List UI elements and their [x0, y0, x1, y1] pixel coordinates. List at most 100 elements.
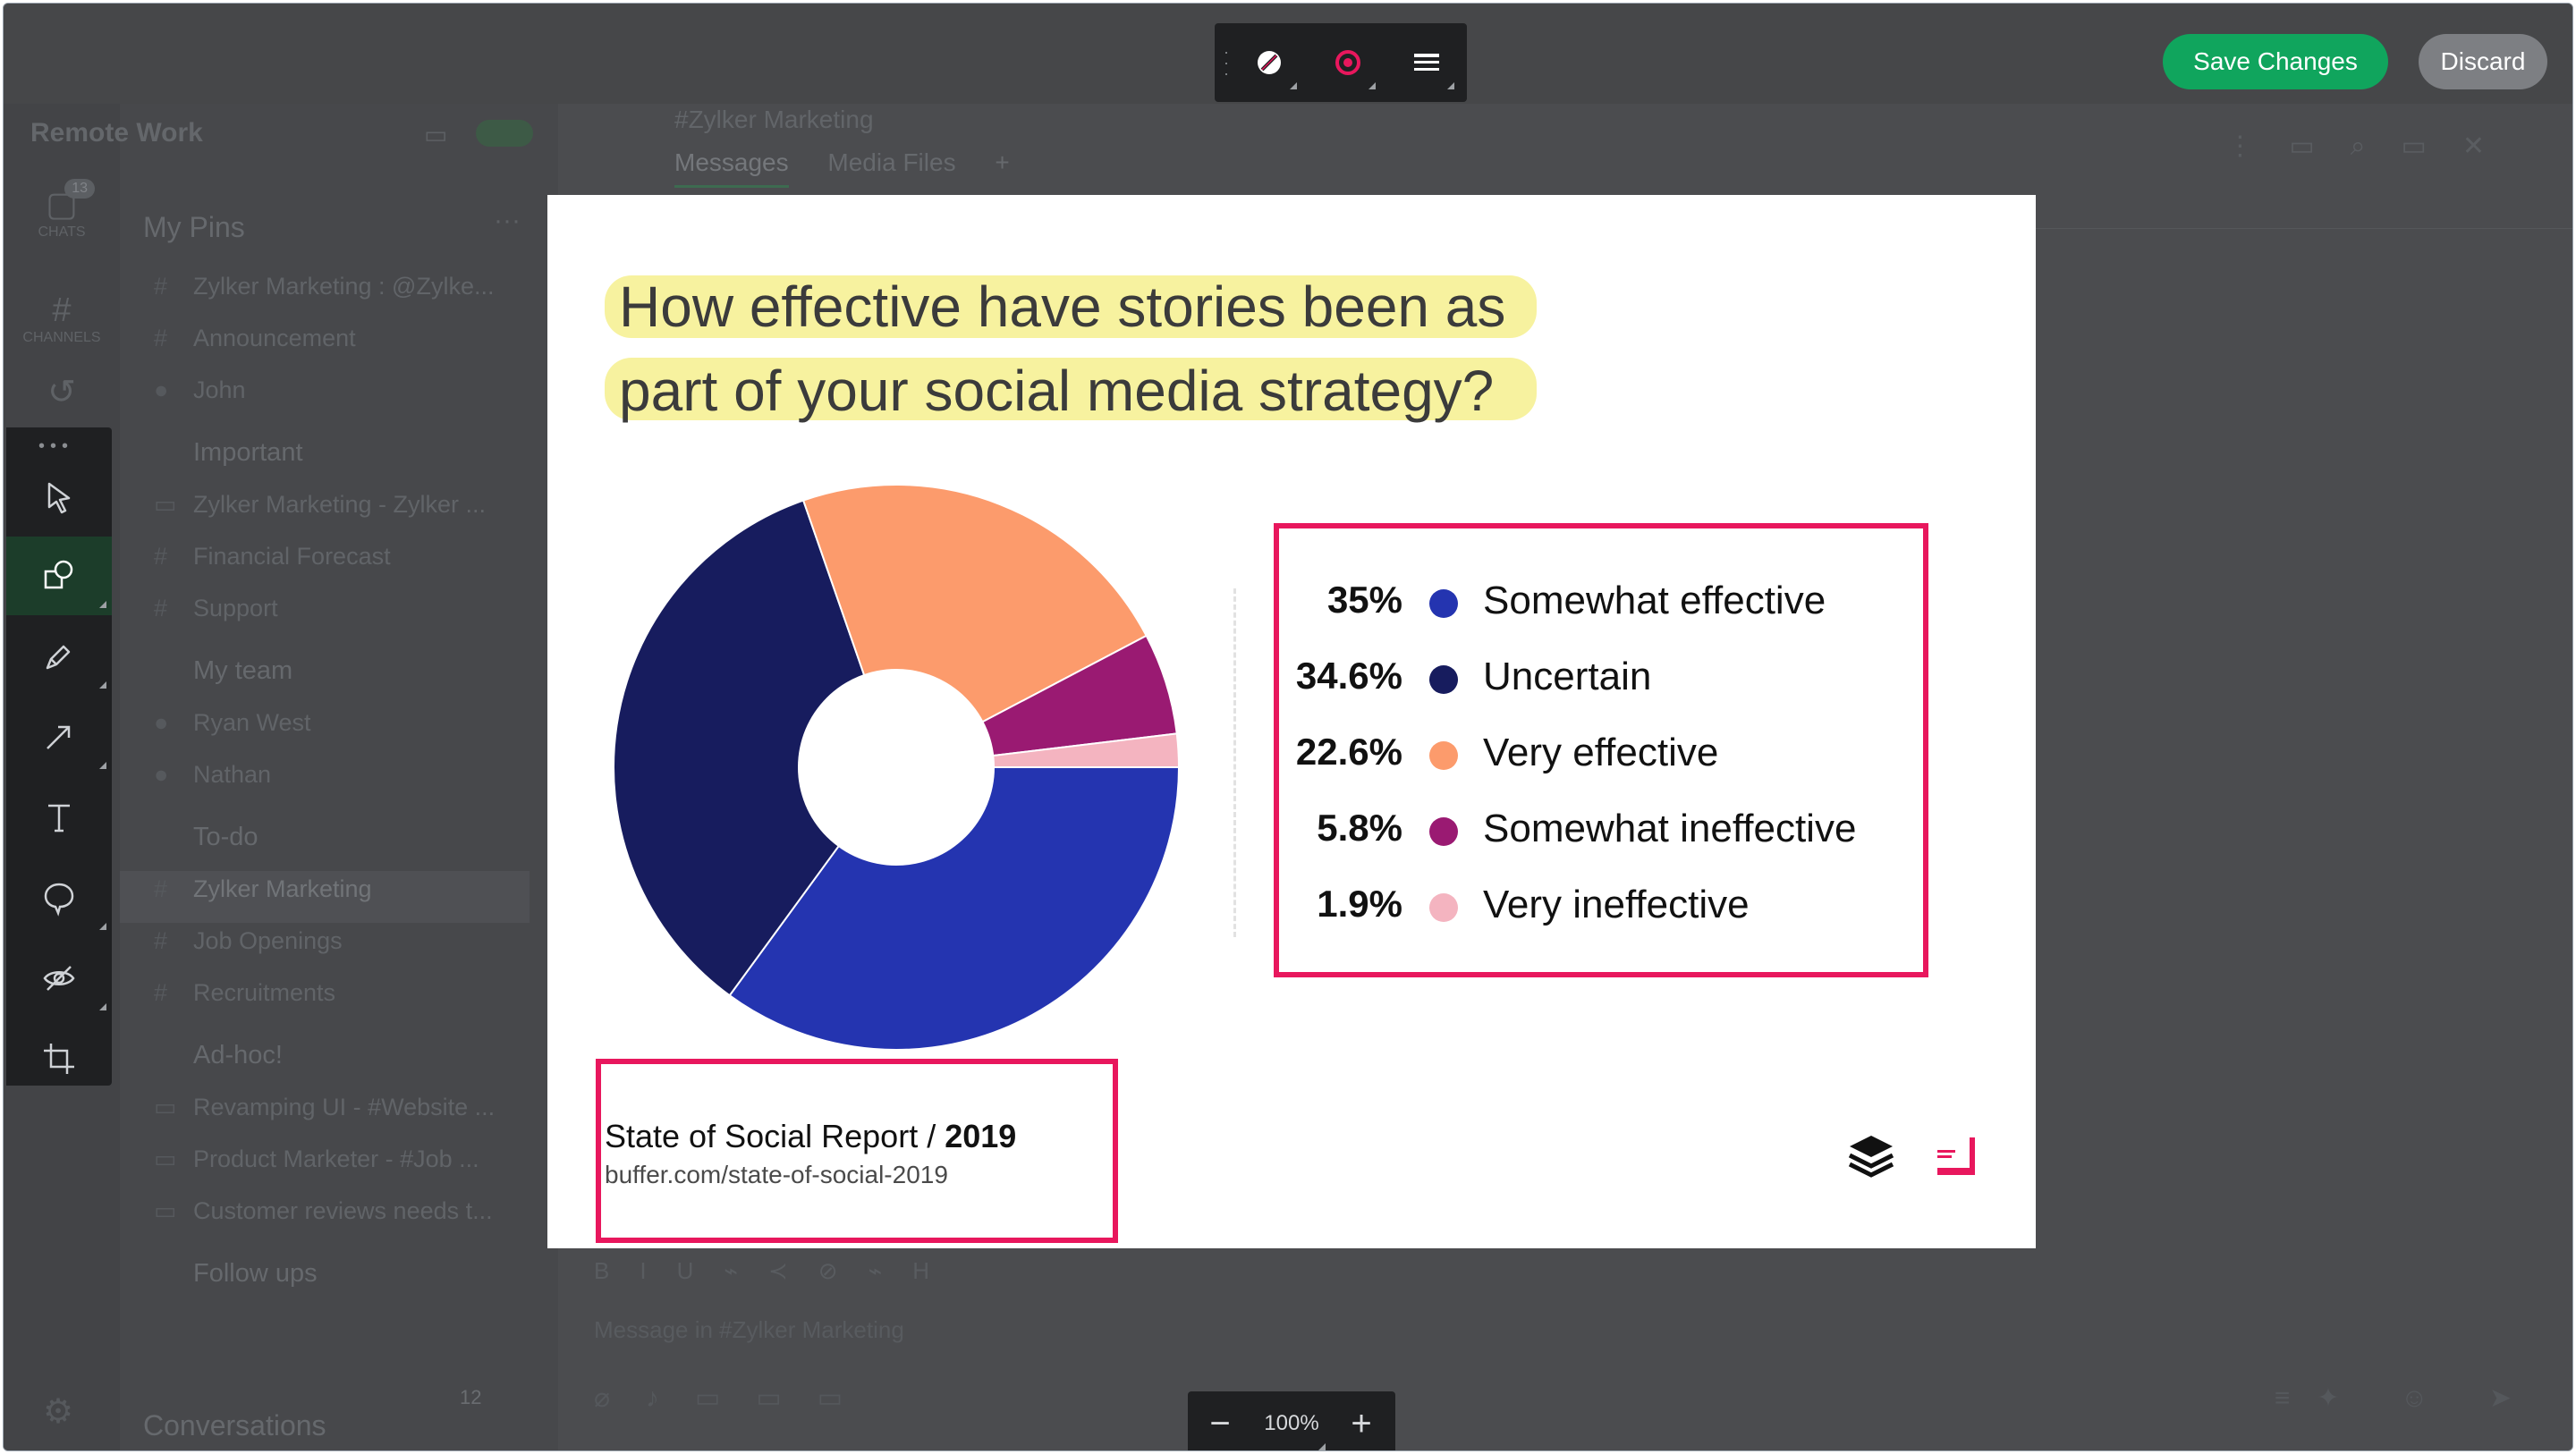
- channel-icon: #: [154, 325, 168, 351]
- zoom-level[interactable]: 100%: [1264, 1411, 1319, 1435]
- sidebar-item-label: Job Openings: [193, 927, 343, 954]
- tab-add[interactable]: +: [995, 148, 1010, 176]
- text-icon: [48, 804, 70, 833]
- fill-color-button[interactable]: [1317, 32, 1379, 93]
- crop-tool[interactable]: [6, 1019, 112, 1098]
- legend-label: Uncertain: [1483, 655, 1652, 698]
- sidebar-item-label: Ryan West: [193, 709, 311, 736]
- sidebar-item-label: My team: [193, 656, 293, 685]
- rail-channels[interactable]: # CHANNELS: [21, 292, 102, 346]
- question-line-1: How effective have stories been as: [619, 275, 1506, 339]
- discard-button[interactable]: Discard: [2419, 34, 2547, 89]
- source-highlight-box[interactable]: [596, 1059, 1118, 1243]
- zoom-out-button[interactable]: −: [1209, 1403, 1231, 1443]
- zoom-in-button[interactable]: +: [1351, 1403, 1372, 1443]
- sidebar-item[interactable]: ▭ Customer reviews needs t...: [154, 1193, 530, 1245]
- blur-tool[interactable]: [6, 939, 112, 1018]
- channel-icon: #: [154, 927, 168, 954]
- shape-icon: [44, 560, 73, 589]
- sidebar-item-label: Product Marketer - #Job ...: [193, 1145, 479, 1172]
- legend-item: 5.8% Somewhat ineffective: [1279, 792, 1923, 867]
- pins-title: My Pins: [143, 211, 245, 243]
- sidebar-item[interactable]: # Announcement: [154, 320, 530, 372]
- corner-indicator: [1368, 82, 1376, 89]
- legend-percentage: 5.8%: [1317, 807, 1402, 849]
- sidebar-group[interactable]: Follow ups: [154, 1255, 530, 1307]
- more-icon[interactable]: ···: [494, 206, 521, 235]
- sidebar-item-label: Follow ups: [193, 1259, 318, 1288]
- blur-icon: [43, 966, 75, 991]
- stroke-color-button[interactable]: [1238, 32, 1301, 93]
- legend-percentage: 1.9%: [1317, 883, 1402, 925]
- settings-icon[interactable]: ⚙: [43, 1393, 74, 1431]
- sidebar-group[interactable]: Important: [154, 435, 530, 486]
- zoom-bar: − 100% +: [1188, 1391, 1395, 1450]
- sidebar-item[interactable]: # Financial Forecast: [154, 538, 530, 590]
- workspace-title[interactable]: Remote Work: [30, 118, 203, 148]
- line-weight-button[interactable]: [1395, 32, 1458, 93]
- sidebar-item[interactable]: ● Nathan: [154, 757, 530, 808]
- sidebar-item[interactable]: ▭ Zylker Marketing - Zylker ...: [154, 486, 530, 538]
- drag-handle-icon[interactable]: · · ·: [1224, 43, 1229, 82]
- sidebar-item-label: Zylker Marketing : @Zylke...: [193, 273, 495, 300]
- sidebar-item[interactable]: ▭ Product Marketer - #Job ...: [154, 1141, 530, 1193]
- shape-tool[interactable]: [6, 537, 112, 615]
- fill-color-icon: [1335, 50, 1360, 75]
- history-icon: ↺: [47, 374, 76, 411]
- legend-label: Somewhat ineffective: [1483, 807, 1857, 850]
- sidebar-item[interactable]: # Support: [154, 590, 530, 642]
- legend-swatch: [1429, 817, 1458, 846]
- tab-messages[interactable]: Messages: [674, 148, 789, 188]
- callout-tool[interactable]: [6, 858, 112, 937]
- legend-item: 1.9% Very ineffective: [1279, 868, 1923, 943]
- source-url: buffer.com/state-of-social-2019: [605, 1161, 948, 1188]
- question-line-2: part of your social media strategy?: [619, 359, 1495, 423]
- sidebar-group[interactable]: To-do: [154, 819, 530, 871]
- sidebar-item[interactable]: # Job Openings: [154, 923, 530, 975]
- sidebar-item[interactable]: ● Ryan West: [154, 705, 530, 757]
- sidebar-item-label: Financial Forecast: [193, 543, 391, 570]
- sidebar-item[interactable]: # Zylker Marketing: [120, 871, 530, 923]
- sidebar-item-label: Ad-hoc!: [193, 1041, 283, 1069]
- save-changes-button[interactable]: Save Changes: [2163, 34, 2388, 89]
- channel-title: #Zylker Marketing: [674, 106, 874, 133]
- sidebar-item-label: Zylker Marketing: [193, 875, 372, 902]
- legend-item: 22.6% Very effective: [1279, 716, 1923, 791]
- legend-swatch: [1429, 665, 1458, 694]
- legend-highlight-box[interactable]: 35% Somewhat effective 34.6% Uncertain 22.6%…: [1274, 523, 1928, 977]
- status-toggle[interactable]: [476, 120, 533, 147]
- message-input[interactable]: Message in #Zylker Marketing: [594, 1316, 904, 1343]
- corner-indicator: [1318, 1443, 1326, 1450]
- channel-icon: #: [154, 875, 168, 902]
- sidebar-item-label: Nathan: [193, 761, 272, 788]
- composer-icons: ⌀♪▭▭▭: [594, 1383, 879, 1413]
- sidebar-list: # Zylker Marketing : @Zylke... # Announceme…: [120, 268, 530, 1307]
- compose-icon[interactable]: ▭: [424, 121, 448, 148]
- sidebar-item[interactable]: ▭ Revamping UI - #Website ...: [154, 1089, 530, 1141]
- donut-chart: [613, 484, 1181, 1051]
- sidebar-item[interactable]: # Zylker Marketing : @Zylke...: [154, 268, 530, 320]
- arrow-tool[interactable]: [6, 697, 112, 776]
- text-tool[interactable]: [6, 778, 112, 857]
- pie-slice-somewhat-effective: [728, 766, 1181, 1051]
- annotation-editor: ▢ 13 CHATS # CHANNELS ↺ Remote Work ▭ My…: [3, 3, 2573, 1451]
- select-tool[interactable]: [6, 458, 112, 537]
- channel-icon: ▭: [154, 1094, 177, 1120]
- sidebar-item[interactable]: # Recruitments: [154, 975, 530, 1027]
- tab-media-files[interactable]: Media Files: [827, 148, 956, 176]
- legend-swatch: [1429, 741, 1458, 770]
- sidebar-item[interactable]: ● John: [154, 372, 530, 424]
- callout-icon: [44, 883, 74, 917]
- sidebar-group[interactable]: Ad-hoc!: [154, 1037, 530, 1089]
- annotated-image: How effective have stories been as part …: [547, 195, 2036, 1248]
- corner-indicator: [99, 762, 106, 769]
- legend-percentage: 34.6%: [1295, 655, 1402, 697]
- sidebar-item-label: Support: [193, 595, 278, 621]
- header-icons: ⋮▭⌕▭✕: [2226, 131, 2521, 161]
- drag-handle-icon[interactable]: •••: [38, 436, 74, 456]
- rail-history[interactable]: ↺: [21, 372, 102, 412]
- rail-chats[interactable]: ▢ 13 CHATS: [21, 179, 102, 241]
- corner-indicator: [99, 681, 106, 689]
- pen-tool[interactable]: [6, 617, 112, 696]
- sidebar-group[interactable]: My team: [154, 653, 530, 705]
